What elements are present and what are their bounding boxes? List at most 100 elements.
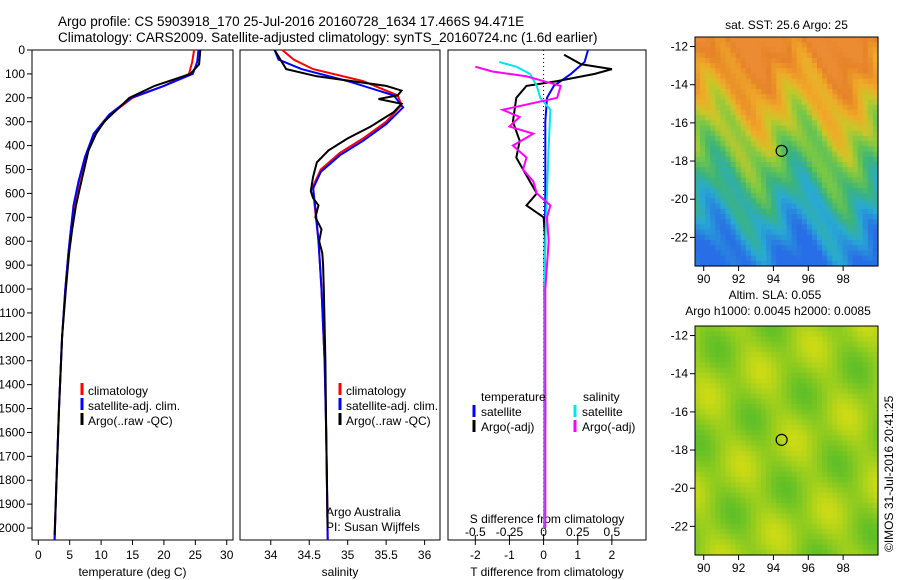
map-cell (725, 78, 732, 85)
map-cell (710, 414, 716, 421)
map-cell (745, 78, 752, 85)
map-cell (776, 68, 783, 75)
map-cell (827, 125, 833, 132)
map-cell (745, 239, 752, 246)
map-cell (740, 367, 747, 374)
map-cell (756, 172, 762, 179)
map-cell (781, 372, 788, 379)
map-cell (872, 336, 879, 343)
map-cell (750, 187, 757, 194)
map-cell (705, 471, 711, 478)
map-cell (872, 255, 879, 262)
map-cell (761, 52, 767, 59)
map-cell (725, 250, 732, 257)
map-cell (710, 73, 716, 80)
map-cell (811, 156, 818, 163)
map-cell (771, 518, 777, 525)
map-cell (822, 115, 828, 121)
map-cell (715, 508, 722, 514)
map-cell (786, 482, 793, 488)
map-cell (862, 430, 869, 436)
map-cell (740, 461, 747, 468)
map-cell (710, 94, 716, 101)
map-cell (827, 539, 833, 546)
map-cell (781, 393, 788, 400)
map-cell (867, 539, 874, 546)
map-cell (700, 326, 706, 332)
map-cell (715, 224, 722, 231)
map-cell (710, 424, 716, 431)
map-cell (781, 523, 788, 530)
map-cell (771, 73, 777, 80)
map-cell (822, 187, 828, 194)
map-cell (857, 52, 864, 59)
map-cell (756, 224, 762, 231)
map-cell (801, 440, 808, 447)
map-cell (730, 73, 737, 80)
depth-tick-label: 600 (5, 186, 25, 200)
map-cell (791, 234, 798, 241)
map-cell (745, 255, 752, 262)
map-cell (715, 435, 722, 442)
map-cell (740, 388, 747, 395)
argo-float-marker (775, 433, 788, 446)
map-cell (837, 224, 844, 231)
map-cell (842, 513, 849, 520)
map-cell (735, 388, 742, 395)
map-cell (801, 409, 808, 416)
map-cell (750, 52, 757, 59)
map-cell (801, 99, 808, 106)
map-cell (705, 450, 711, 457)
map-cell (791, 161, 798, 168)
map-cell (700, 161, 706, 168)
map-cell (786, 115, 793, 121)
map-cell (862, 89, 869, 95)
map-cell (842, 193, 849, 199)
map-cell (771, 528, 777, 535)
map-cell (715, 83, 722, 90)
map-cell (750, 63, 757, 69)
map-cell (796, 78, 803, 85)
map-cell (750, 456, 757, 462)
map-cell (771, 167, 777, 173)
map-cell (811, 404, 818, 410)
map-cell (806, 476, 813, 483)
map-cell (745, 362, 752, 369)
map-cell (827, 424, 833, 431)
map-cell (796, 125, 803, 132)
map-cell (872, 130, 879, 137)
map-cell (796, 83, 803, 90)
map-cell (761, 115, 767, 121)
map-cell (750, 482, 757, 488)
map-cell (725, 409, 732, 416)
map-cell (862, 167, 869, 173)
map-cell (786, 362, 793, 369)
map-cell (715, 539, 722, 546)
map-cell (857, 367, 864, 374)
map-cell (791, 99, 798, 106)
map-cell (710, 419, 716, 426)
map-cell (791, 461, 798, 468)
map-cell (776, 47, 783, 54)
map-cell (857, 352, 864, 358)
map-cell (832, 193, 838, 199)
map-cell (837, 544, 844, 551)
map-cell (725, 362, 732, 369)
map-cell (847, 487, 854, 494)
map-cell (806, 549, 813, 556)
map-cell (745, 378, 752, 384)
map-cell (817, 245, 823, 251)
map-cell (791, 341, 798, 348)
map-cell (730, 326, 737, 332)
map-cell (766, 135, 772, 142)
map-cell (781, 177, 788, 184)
map-cell (750, 466, 757, 473)
map-cell (715, 534, 722, 540)
map-cell (852, 130, 859, 137)
map-cell (725, 156, 732, 163)
map-cell (710, 409, 716, 416)
map-cell (822, 471, 828, 478)
map-cell (862, 528, 869, 535)
map-cell (740, 219, 747, 225)
map-cell (745, 372, 752, 379)
